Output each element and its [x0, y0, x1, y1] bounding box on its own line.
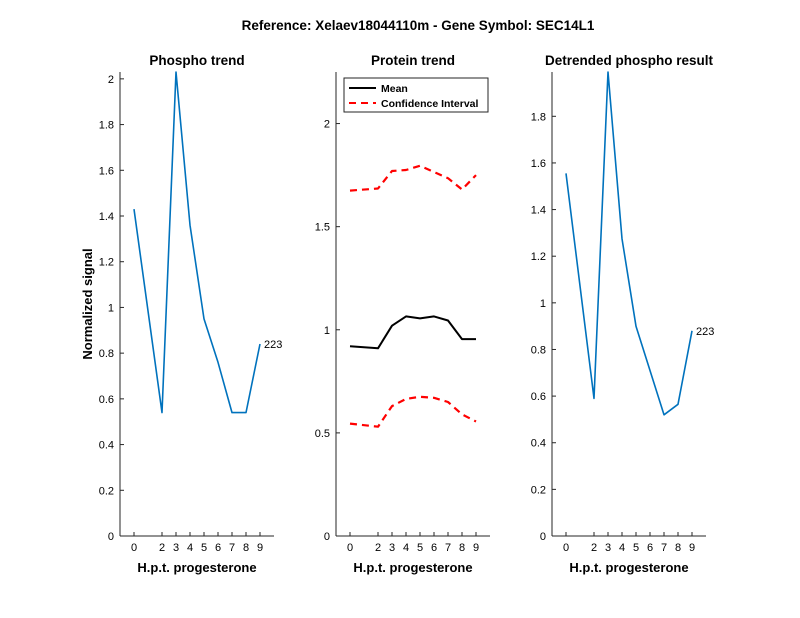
y-tick-label: 1 — [108, 302, 114, 314]
y-tick-label: 0.6 — [531, 391, 546, 403]
detrended-line — [565, 71, 693, 416]
x-tick-label: 9 — [257, 542, 263, 554]
x-tick-label: 6 — [431, 542, 437, 554]
y-tick-label: 0.2 — [531, 484, 546, 496]
x-tick-label: 2 — [591, 542, 597, 554]
x-tick-label: 9 — [689, 542, 695, 554]
x-tick-label: 0 — [347, 542, 353, 554]
y-tick-label: 1.8 — [531, 111, 546, 123]
x-tick-label: 3 — [605, 542, 611, 554]
y-tick-label: 2 — [324, 119, 330, 131]
y-tick-label: 1.2 — [99, 257, 114, 269]
panel-title: Protein trend — [371, 53, 455, 68]
x-tick-label: 6 — [647, 542, 653, 554]
point-annotation: 223 — [696, 326, 714, 338]
y-tick-label: 0 — [108, 531, 114, 543]
x-tick-label: 5 — [417, 542, 423, 554]
x-tick-label: 5 — [633, 542, 639, 554]
x-tick-label: 2 — [159, 542, 165, 554]
x-tick-label: 8 — [459, 542, 465, 554]
y-tick-label: 1.2 — [531, 251, 546, 263]
x-axis-label: H.p.t. progesterone — [137, 560, 256, 575]
x-tick-label: 9 — [473, 542, 479, 554]
panel-title: Detrended phospho result — [545, 53, 714, 68]
x-tick-label: 0 — [563, 542, 569, 554]
y-tick-label: 0.4 — [99, 440, 114, 452]
y-tick-label: 1.4 — [531, 205, 546, 217]
x-tick-label: 7 — [661, 542, 667, 554]
figure-title: Reference: Xelaev18044110m - Gene Symbol… — [242, 18, 595, 33]
x-tick-label: 7 — [229, 542, 235, 554]
y-tick-label: 1.5 — [315, 222, 330, 234]
x-tick-label: 5 — [201, 542, 207, 554]
y-tick-label: 1.6 — [99, 165, 114, 177]
y-axis-label: Normalized signal — [80, 248, 95, 359]
y-tick-label: 0.8 — [531, 344, 546, 356]
y-tick-label: 0 — [540, 531, 546, 543]
x-axis-label: H.p.t. progesterone — [569, 560, 688, 575]
panels: Phospho trend 0 0.2 0.4 0.6 0.8 1 1.2 1.4 1.6 1.8 2… — [80, 53, 714, 575]
y-tick-label: 1.6 — [531, 158, 546, 170]
x-tick-label: 2 — [375, 542, 381, 554]
y-tick-label: 1 — [324, 325, 330, 337]
x-tick-label: 4 — [187, 542, 193, 554]
mean-line — [349, 315, 476, 350]
phospho-line — [133, 71, 261, 414]
legend-box — [343, 77, 489, 113]
y-tick-label: 2 — [108, 74, 114, 86]
y-tick-label: 1 — [540, 298, 546, 310]
x-tick-label: 7 — [445, 542, 451, 554]
legend: Mean Confidence Interval — [343, 77, 489, 113]
y-tick-label: 0.6 — [99, 394, 114, 406]
x-tick-label: 4 — [403, 542, 409, 554]
y-tick-label: 0.5 — [315, 428, 330, 440]
x-tick-label: 3 — [389, 542, 395, 554]
legend-mean-label: Mean — [381, 83, 408, 95]
point-annotation: 223 — [264, 339, 282, 351]
x-tick-label: 8 — [675, 542, 681, 554]
x-tick-label: 0 — [131, 542, 137, 554]
y-tick-label: 1.4 — [99, 211, 114, 223]
ci-line — [349, 164, 477, 192]
panel-3: Detrended phospho result 0 0.2 0.4 0.6 0.8 1 1.… — [531, 53, 715, 575]
y-tick-label: 0.8 — [99, 348, 114, 360]
y-tick-label: 1.8 — [99, 120, 114, 132]
y-tick-label: 0 — [324, 531, 330, 543]
y-tick-label: 0.4 — [531, 438, 546, 450]
x-tick-label: 4 — [619, 542, 625, 554]
x-tick-label: 8 — [243, 542, 249, 554]
x-tick-label: 3 — [173, 542, 179, 554]
x-tick-label: 6 — [215, 542, 221, 554]
x-axis-label: H.p.t. progesterone — [353, 560, 472, 575]
legend-ci-label: Confidence Interval — [381, 98, 479, 110]
panel-1: Phospho trend 0 0.2 0.4 0.6 0.8 1 1.2 1.4 1.6 1.8 2… — [80, 53, 282, 575]
y-tick-label: 0.2 — [99, 485, 114, 497]
panel-title: Phospho trend — [149, 53, 244, 68]
ci-line — [349, 395, 477, 428]
